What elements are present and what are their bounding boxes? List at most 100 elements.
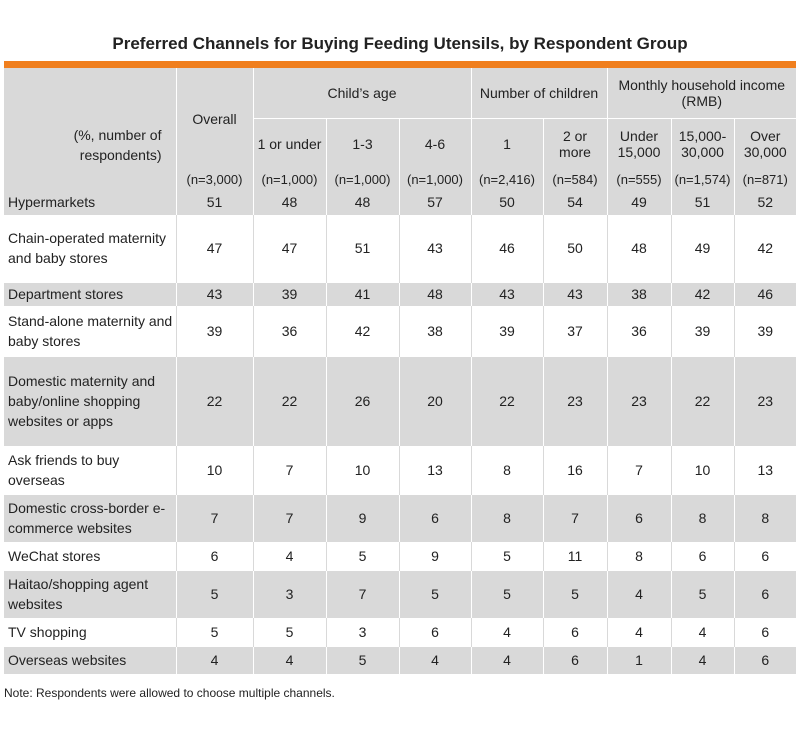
cell-value: 8 — [670, 494, 734, 542]
cell-value: 8 — [470, 494, 543, 542]
cell-value: 13 — [733, 446, 797, 494]
cell-value: 43 — [542, 282, 607, 306]
cell-value: 6 — [733, 570, 797, 618]
cell-value: 7 — [325, 570, 399, 618]
sample-size: (n=1,574) — [670, 169, 734, 189]
cell-value: 26 — [325, 356, 399, 446]
cell-value: 5 — [470, 570, 543, 618]
cell-value: 51 — [175, 189, 253, 215]
cell-value: 6 — [398, 618, 471, 646]
row-label: WeChat stores — [4, 542, 176, 570]
data-table: (%, number of respondents) Overall Child… — [4, 68, 797, 674]
header-col: 2 or more — [542, 118, 607, 169]
cell-value: 6 — [542, 646, 607, 674]
cell-value: 43 — [470, 282, 543, 306]
cell-value: 3 — [325, 618, 399, 646]
cell-value: 51 — [325, 215, 399, 282]
header-overall: Overall — [175, 68, 253, 169]
cell-value: 7 — [252, 494, 326, 542]
cell-value: 4 — [252, 646, 326, 674]
corner-label: (%, number of respondents) — [4, 68, 176, 169]
cell-value: 48 — [606, 215, 671, 282]
cell-value: 6 — [733, 618, 797, 646]
cell-value: 5 — [670, 570, 734, 618]
footnote: Note: Respondents were allowed to choose… — [4, 686, 335, 700]
cell-value: 10 — [175, 446, 253, 494]
header-group-income: Monthly household income (RMB) — [606, 68, 797, 119]
cell-value: 50 — [470, 189, 543, 215]
cell-value: 57 — [398, 189, 471, 215]
cell-value: 4 — [398, 646, 471, 674]
cell-value: 20 — [398, 356, 471, 446]
cell-value: 4 — [670, 618, 734, 646]
cell-value: 8 — [606, 542, 671, 570]
sample-size: (n=584) — [542, 169, 607, 189]
table-title: Preferred Channels for Buying Feeding Ut… — [112, 34, 688, 53]
table-row: Chain-operated maternity and baby stores… — [4, 215, 797, 282]
table-row: Stand-alone maternity and baby stores 39 3… — [4, 306, 797, 356]
cell-value: 4 — [470, 618, 543, 646]
cell-value: 5 — [252, 618, 326, 646]
sample-size: (n=555) — [606, 169, 671, 189]
cell-value: 41 — [325, 282, 399, 306]
sample-size: (n=2,416) — [470, 169, 543, 189]
row-label: Overseas websites — [4, 646, 176, 674]
cell-value: 7 — [252, 446, 326, 494]
cell-value: 11 — [542, 542, 607, 570]
cell-value: 23 — [606, 356, 671, 446]
cell-value: 6 — [733, 542, 797, 570]
cell-value: 47 — [252, 215, 326, 282]
cell-value: 6 — [175, 542, 253, 570]
cell-value: 36 — [606, 306, 671, 356]
cell-value: 6 — [733, 646, 797, 674]
cell-value: 52 — [733, 189, 797, 215]
table-row: Hypermarkets 51 48 48 57 50 54 49 51 52 — [4, 189, 797, 215]
cell-value: 4 — [606, 570, 671, 618]
header-col: Over 30,000 — [733, 118, 797, 169]
cell-value: 42 — [733, 215, 797, 282]
cell-value: 49 — [606, 189, 671, 215]
cell-value: 13 — [398, 446, 471, 494]
cell-value: 6 — [670, 542, 734, 570]
cell-value: 7 — [175, 494, 253, 542]
cell-value: 48 — [325, 189, 399, 215]
row-label: Domestic maternity and baby/online shopp… — [4, 356, 176, 446]
table-row: Department stores 43 39 41 48 43 43 38 42 46 — [4, 282, 797, 306]
cell-value: 38 — [606, 282, 671, 306]
table-row: Domestic cross-border e-commerce website… — [4, 494, 797, 542]
sample-size: (n=1,000) — [398, 169, 471, 189]
row-label: Hypermarkets — [4, 189, 176, 215]
header-col: 1-3 — [325, 118, 399, 169]
header-group-number-of-children: Number of children — [470, 68, 607, 119]
cell-value: 4 — [606, 618, 671, 646]
cell-value: 43 — [175, 282, 253, 306]
cell-value: 39 — [733, 306, 797, 356]
cell-value: 22 — [252, 356, 326, 446]
cell-value: 48 — [398, 282, 471, 306]
sample-size: (n=1,000) — [252, 169, 326, 189]
cell-value: 5 — [325, 646, 399, 674]
header-col: 1 or under — [252, 118, 326, 169]
cell-value: 49 — [670, 215, 734, 282]
row-label: Stand-alone maternity and baby stores — [4, 306, 176, 356]
sample-size: (n=871) — [733, 169, 797, 189]
header-col: 4-6 — [398, 118, 471, 169]
cell-value: 5 — [175, 618, 253, 646]
cell-value: 1 — [606, 646, 671, 674]
cell-value: 39 — [670, 306, 734, 356]
cell-value: 6 — [542, 618, 607, 646]
table-row: TV shopping 5 5 3 6 4 6 4 4 6 — [4, 618, 797, 646]
row-label: Chain-operated maternity and baby stores — [4, 215, 176, 282]
cell-value: 22 — [470, 356, 543, 446]
cell-value: 47 — [175, 215, 253, 282]
cell-value: 37 — [542, 306, 607, 356]
header-col: 1 — [470, 118, 543, 169]
cell-value: 46 — [733, 282, 797, 306]
cell-value: 6 — [606, 494, 671, 542]
cell-value: 48 — [252, 189, 326, 215]
cell-value: 23 — [542, 356, 607, 446]
cell-value: 4 — [470, 646, 543, 674]
row-label: Domestic cross-border e-commerce website… — [4, 494, 176, 542]
cell-value: 4 — [252, 542, 326, 570]
cell-value: 54 — [542, 189, 607, 215]
